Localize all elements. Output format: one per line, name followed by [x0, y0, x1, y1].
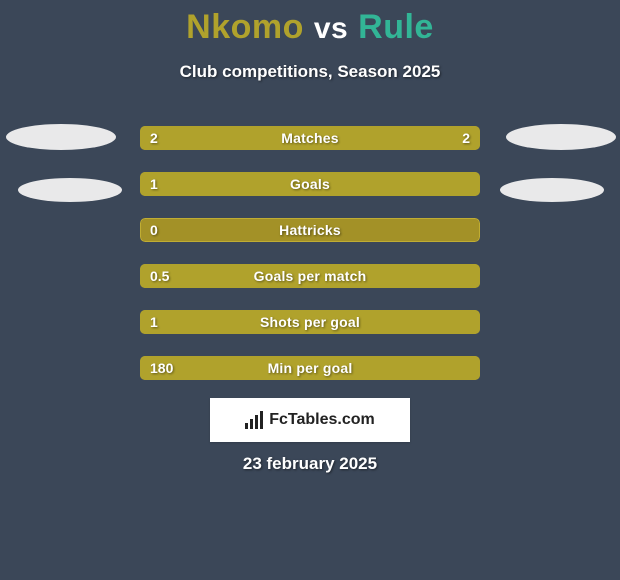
brand-bar-icon: [250, 419, 253, 429]
comparison-card: Nkomo vs Rule Club competitions, Season …: [0, 0, 620, 580]
stat-row: 0Hattricks: [140, 218, 480, 242]
brand-badge: FcTables.com: [210, 398, 410, 442]
stat-row: 1Shots per goal: [140, 310, 480, 334]
brand-bars-icon: [245, 411, 263, 429]
brand-text: FcTables.com: [269, 411, 375, 429]
stat-label: Matches: [140, 126, 480, 150]
stat-row: 1Goals: [140, 172, 480, 196]
stat-row: 180Min per goal: [140, 356, 480, 380]
date-line: 23 february 2025: [0, 454, 620, 474]
stat-label: Hattricks: [140, 218, 480, 242]
title: Nkomo vs Rule: [0, 8, 620, 47]
brand-bar-icon: [255, 415, 258, 429]
stat-row: 22Matches: [140, 126, 480, 150]
stat-rows: 22Matches 1Goals 0Hattricks 0.5Goals per ma…: [140, 126, 480, 402]
stat-label: Shots per goal: [140, 310, 480, 334]
subtitle: Club competitions, Season 2025: [0, 62, 620, 82]
flag-right-1: [506, 124, 616, 150]
stat-label: Min per goal: [140, 356, 480, 380]
flag-right-2: [500, 178, 604, 202]
stat-label: Goals per match: [140, 264, 480, 288]
stat-row: 0.5Goals per match: [140, 264, 480, 288]
player1-name: Nkomo: [186, 8, 304, 46]
stat-label: Goals: [140, 172, 480, 196]
flag-left-1: [6, 124, 116, 150]
brand-bar-icon: [245, 423, 248, 429]
brand-bar-icon: [260, 411, 263, 429]
player2-name: Rule: [358, 8, 434, 46]
vs-label: vs: [314, 12, 348, 45]
flag-left-2: [18, 178, 122, 202]
